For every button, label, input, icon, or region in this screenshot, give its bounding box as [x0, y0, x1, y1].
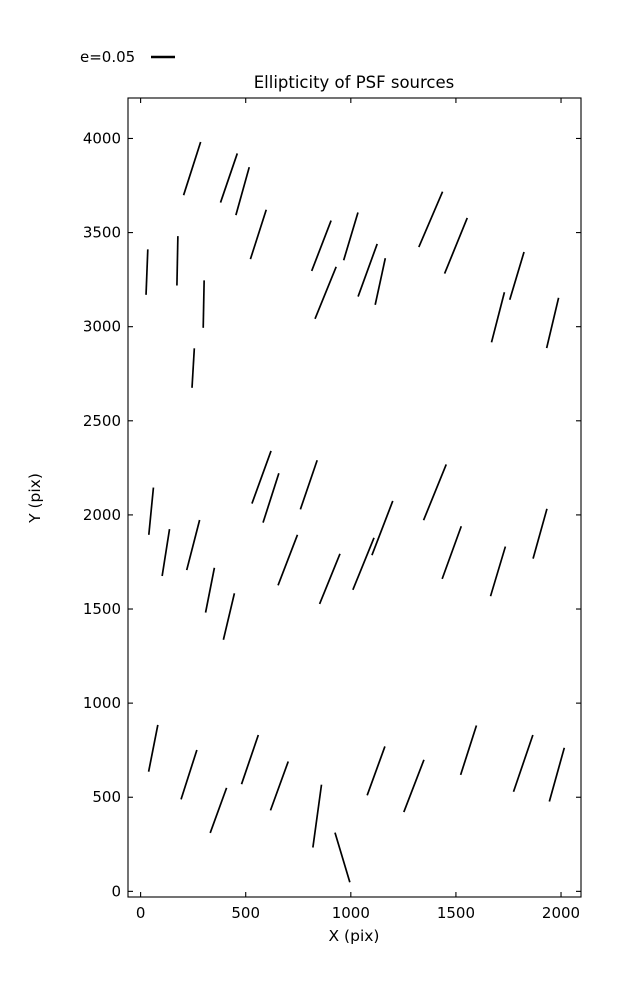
whisker-segment [249, 209, 268, 260]
whisker-segment [219, 153, 239, 203]
whisker-segment [532, 508, 548, 559]
whisker-segment [512, 734, 534, 792]
y-axis-ticks: 0 500 1000 1500 2000 2500 3000 3500 4000 [83, 129, 581, 900]
whisker-segment [161, 528, 171, 577]
y-tick-label: 1000 [83, 694, 121, 712]
y-tick-label: 500 [92, 788, 121, 806]
y-tick-label: 3500 [83, 224, 121, 242]
whisker-segment [374, 258, 387, 305]
x-tick-label: 500 [231, 904, 260, 922]
whisker-lines [145, 141, 566, 883]
whisker-segment [334, 832, 351, 883]
whisker-segment [182, 141, 202, 196]
whisker-segment [277, 534, 299, 586]
whisker-segment [145, 249, 149, 295]
whisker-segment [147, 487, 155, 535]
y-tick-label: 4000 [83, 129, 121, 147]
whisker-segment [357, 243, 378, 297]
y-tick-label: 1500 [83, 600, 121, 618]
whisker-segment [202, 280, 205, 328]
whisker-segment [318, 553, 341, 605]
whisker-segment [191, 348, 196, 388]
whisker-segment [176, 236, 179, 286]
whisker-segment [545, 297, 560, 349]
whisker-segment [147, 724, 159, 772]
x-tick-label: 1500 [437, 904, 475, 922]
whisker-segment [310, 220, 332, 272]
whisker-segment [441, 525, 463, 580]
whisker-segment [371, 500, 394, 556]
whisker-segment [299, 459, 318, 510]
whisker-segment [209, 787, 228, 834]
whisker-segment [443, 217, 469, 274]
whisker-segment [489, 546, 507, 597]
whisker-segment [366, 746, 386, 796]
whisker-segment [342, 212, 359, 261]
whisker-segment [240, 734, 260, 785]
x-tick-label: 2000 [542, 904, 580, 922]
chart-title: Ellipticity of PSF sources [254, 73, 455, 92]
legend-label: e=0.05 [80, 48, 135, 66]
y-tick-label: 2500 [83, 412, 121, 430]
x-tick-label: 0 [136, 904, 146, 922]
axes-frame [127, 97, 582, 898]
whisker-segment [235, 166, 251, 216]
whisker-segment [204, 567, 216, 613]
whisker-segment [508, 251, 525, 300]
whisker-segment [222, 593, 236, 640]
whisker-segment [418, 191, 444, 248]
whisker-segment [262, 473, 280, 523]
whisker-segment [251, 450, 272, 504]
whisker-segment [180, 749, 198, 800]
whisker-segment [269, 761, 290, 811]
x-axis-label: X (pix) [329, 927, 380, 945]
whisker-segment [490, 292, 506, 343]
whisker-segment [185, 519, 201, 571]
whisker-segment [403, 759, 425, 813]
y-tick-label: 0 [111, 882, 121, 900]
y-axis-label: Y (pix) [26, 473, 44, 524]
whisker-segment [422, 464, 448, 521]
whisker-segment [459, 725, 478, 776]
plot-border [127, 97, 582, 898]
legend: e=0.05 [80, 48, 175, 66]
x-axis-ticks: 0 500 1000 1500 2000 [136, 98, 580, 922]
x-tick-label: 1000 [332, 904, 370, 922]
whisker-segment [312, 784, 323, 848]
whisker-series [145, 141, 566, 883]
y-tick-label: 3000 [83, 318, 121, 336]
whisker-segment [314, 266, 337, 320]
whisker-segment [548, 747, 566, 802]
whisker-segment [352, 537, 375, 591]
y-tick-label: 2000 [83, 506, 121, 524]
